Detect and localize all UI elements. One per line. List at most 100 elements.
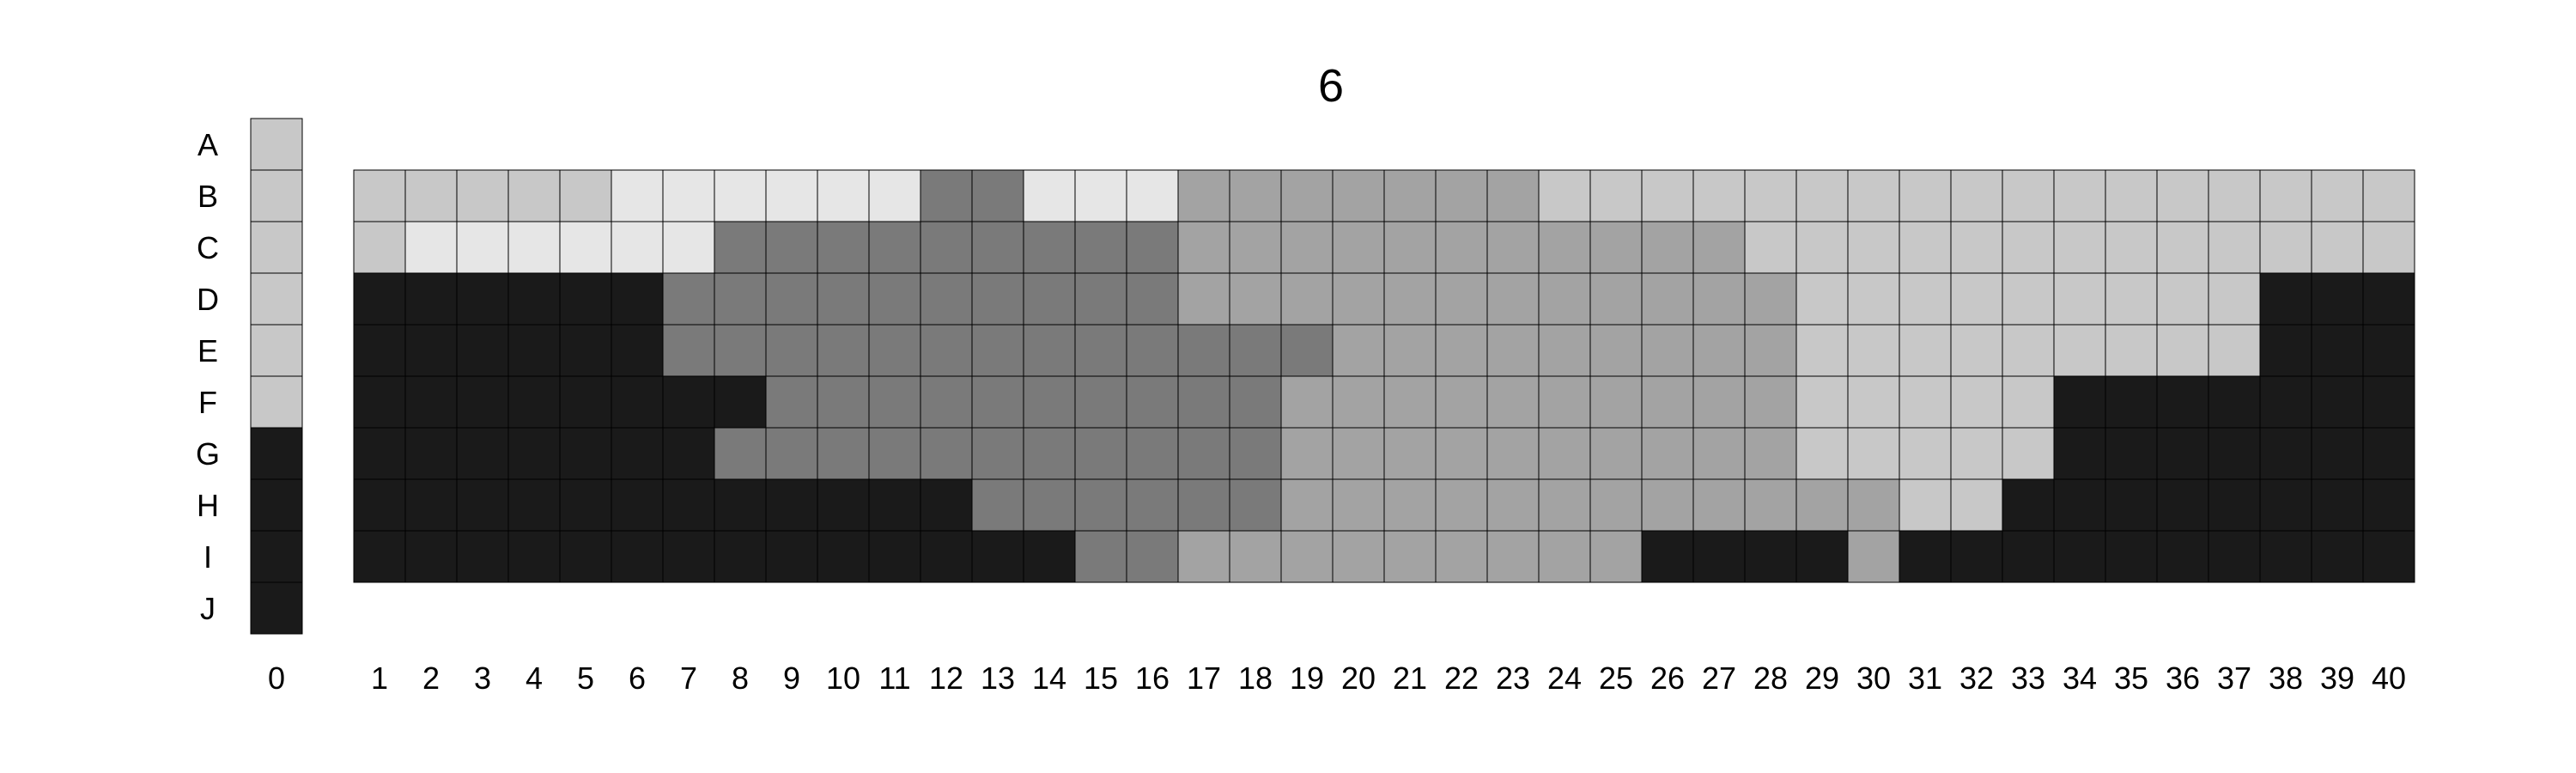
row-label-j: J <box>200 591 216 626</box>
cell-d-11 <box>868 272 921 326</box>
column-label-11: 11 <box>878 660 910 696</box>
cell-h-40 <box>2362 478 2415 532</box>
column-label-21: 21 <box>1393 660 1427 696</box>
cell-c-31 <box>1899 221 1952 274</box>
cell-f-5 <box>559 375 612 429</box>
cell-g-38 <box>2259 427 2312 480</box>
cell-h-29 <box>1795 478 1849 532</box>
cell-c-15 <box>1074 221 1127 274</box>
cell-e-19 <box>1280 324 1334 377</box>
cell-f-24 <box>1538 375 1591 429</box>
cell-e-24 <box>1538 324 1591 377</box>
cell-i-36 <box>2156 530 2209 583</box>
cell-e-39 <box>2311 324 2364 377</box>
column-label-8: 8 <box>732 660 749 696</box>
cell-f-35 <box>2105 375 2158 429</box>
cell-d-39 <box>2311 272 2364 326</box>
cell-c-22 <box>1435 221 1488 274</box>
column-label-9: 9 <box>783 660 800 696</box>
cell-d-38 <box>2259 272 2312 326</box>
cell-b-18 <box>1229 169 1282 222</box>
cell-c-13 <box>971 221 1024 274</box>
column-label-12: 12 <box>929 660 963 696</box>
cell-i-9 <box>765 530 818 583</box>
cell-d-29 <box>1795 272 1849 326</box>
cell-e-34 <box>2053 324 2106 377</box>
cell-c-23 <box>1486 221 1540 274</box>
row-label-e: E <box>197 333 218 368</box>
cell-e-22 <box>1435 324 1488 377</box>
cell-h-6 <box>611 478 664 532</box>
cell-d-8 <box>714 272 767 326</box>
column-label-3: 3 <box>474 660 491 696</box>
cell-f-22 <box>1435 375 1488 429</box>
cell-i-14 <box>1023 530 1076 583</box>
cell-f-10 <box>817 375 870 429</box>
cell-b-27 <box>1692 169 1746 222</box>
cell-b-22 <box>1435 169 1488 222</box>
cell-g-26 <box>1641 427 1694 480</box>
cell-g-28 <box>1744 427 1797 480</box>
cell-i-8 <box>714 530 767 583</box>
column-label-30: 30 <box>1856 660 1891 696</box>
cell-h-11 <box>868 478 921 532</box>
cell-e-12 <box>920 324 973 377</box>
cell-d-16 <box>1126 272 1179 326</box>
cell-g-13 <box>971 427 1024 480</box>
cell-g-11 <box>868 427 921 480</box>
cell-h-35 <box>2105 478 2158 532</box>
cell-i-34 <box>2053 530 2106 583</box>
cell-i-27 <box>1692 530 1746 583</box>
cell-b-11 <box>868 169 921 222</box>
cell-h-19 <box>1280 478 1334 532</box>
cell-e-8 <box>714 324 767 377</box>
cell-h-22 <box>1435 478 1488 532</box>
cell-b-29 <box>1795 169 1849 222</box>
cell-b-14 <box>1023 169 1076 222</box>
cell-h-30 <box>1847 478 1900 532</box>
cell-i-23 <box>1486 530 1540 583</box>
cell-f-23 <box>1486 375 1540 429</box>
cell-h-7 <box>662 478 715 532</box>
column-label-13: 13 <box>981 660 1015 696</box>
legend-cell-g <box>250 427 303 480</box>
cell-g-31 <box>1899 427 1952 480</box>
cell-b-1 <box>353 169 406 222</box>
cell-b-16 <box>1126 169 1179 222</box>
cell-i-22 <box>1435 530 1488 583</box>
cell-g-15 <box>1074 427 1127 480</box>
cell-g-37 <box>2208 427 2261 480</box>
cell-h-18 <box>1229 478 1282 532</box>
cell-c-28 <box>1744 221 1797 274</box>
cell-i-30 <box>1847 530 1900 583</box>
column-label-22: 22 <box>1444 660 1479 696</box>
cell-b-6 <box>611 169 664 222</box>
cell-h-23 <box>1486 478 1540 532</box>
row-label-b: B <box>197 179 218 214</box>
cell-b-19 <box>1280 169 1334 222</box>
cell-h-5 <box>559 478 612 532</box>
cell-i-25 <box>1589 530 1643 583</box>
legend-cell-a <box>250 118 303 171</box>
cell-c-14 <box>1023 221 1076 274</box>
cell-g-24 <box>1538 427 1591 480</box>
legend-cell-e <box>250 324 303 377</box>
cell-g-29 <box>1795 427 1849 480</box>
cell-d-15 <box>1074 272 1127 326</box>
cell-f-33 <box>2002 375 2055 429</box>
cell-f-31 <box>1899 375 1952 429</box>
cell-d-33 <box>2002 272 2055 326</box>
column-label-36: 36 <box>2166 660 2200 696</box>
column-label-1: 1 <box>371 660 388 696</box>
column-label-6: 6 <box>629 660 646 696</box>
cell-b-12 <box>920 169 973 222</box>
column-label-17: 17 <box>1187 660 1221 696</box>
cell-e-14 <box>1023 324 1076 377</box>
cell-b-3 <box>456 169 509 222</box>
cell-b-38 <box>2259 169 2312 222</box>
cell-b-15 <box>1074 169 1127 222</box>
cell-c-4 <box>507 221 561 274</box>
cell-f-29 <box>1795 375 1849 429</box>
